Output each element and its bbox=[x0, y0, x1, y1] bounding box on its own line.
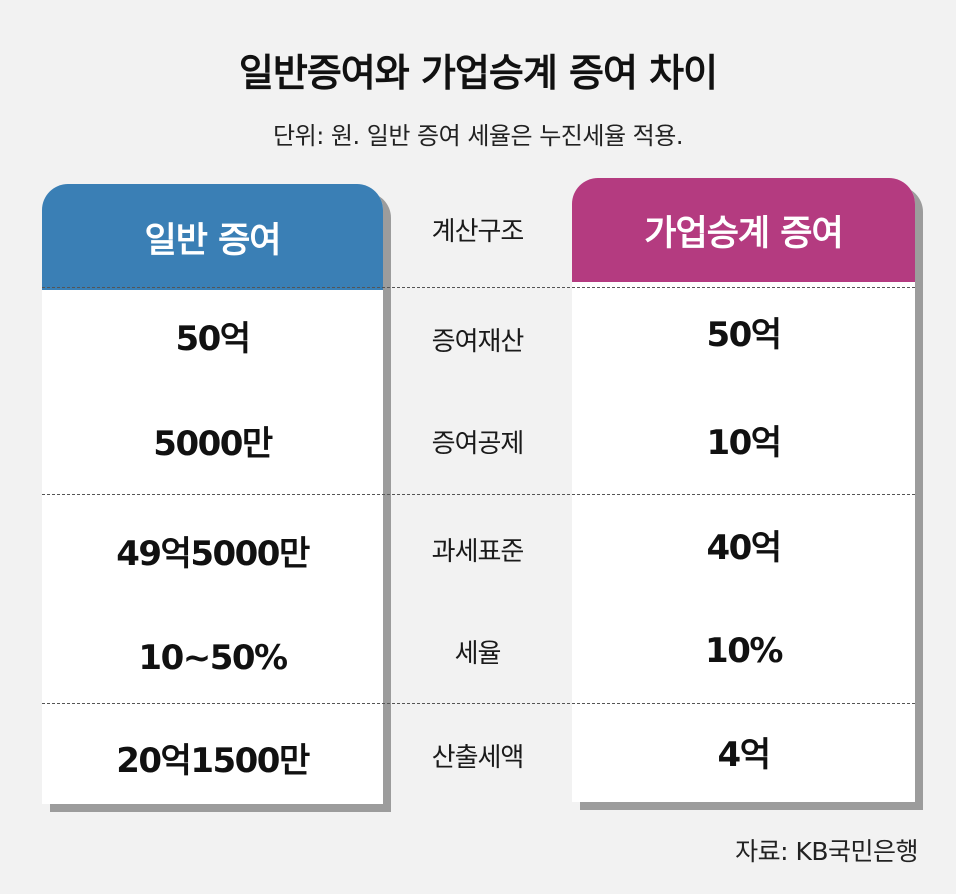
general-gift-header: 일반 증여 bbox=[42, 184, 383, 290]
chart-subtitle: 단위: 원. 일반 증여 세율은 누진세율 적용. bbox=[273, 122, 683, 150]
divider-line bbox=[42, 703, 915, 704]
row-label-tax-rate: 세율 bbox=[454, 639, 502, 669]
row-label-tax-base: 과세표준 bbox=[431, 537, 525, 567]
succession-value-tax-base: 40억 bbox=[706, 528, 782, 568]
general-value-gift-deduction: 5000만 bbox=[153, 424, 273, 464]
chart-title: 일반증여와 가업승계 증여 차이 bbox=[238, 51, 718, 95]
row-label-tax-amount: 산출세액 bbox=[431, 743, 525, 773]
succession-gift-column: 가업승계 증여 50억 10억 40억 10% 4억 bbox=[572, 178, 915, 802]
general-value-tax-amount: 20억1500만 bbox=[116, 741, 310, 781]
general-value-gift-property: 50억 bbox=[175, 319, 251, 359]
succession-value-tax-amount: 4억 bbox=[717, 735, 771, 775]
general-value-tax-rate: 10~50% bbox=[138, 638, 288, 678]
succession-gift-header: 가업승계 증여 bbox=[572, 178, 915, 282]
divider-line bbox=[42, 494, 915, 495]
divider-line bbox=[42, 287, 915, 288]
row-label-gift-property: 증여재산 bbox=[431, 327, 525, 357]
row-label-gift-deduction: 증여공제 bbox=[431, 429, 525, 459]
middle-header: 계산구조 bbox=[431, 217, 525, 247]
succession-value-tax-rate: 10% bbox=[705, 631, 783, 671]
succession-value-gift-deduction: 10억 bbox=[706, 423, 782, 463]
source-note: 자료: KB국민은행 bbox=[735, 837, 918, 866]
succession-value-gift-property: 50억 bbox=[706, 315, 782, 355]
general-value-tax-base: 49억5000만 bbox=[116, 534, 310, 574]
